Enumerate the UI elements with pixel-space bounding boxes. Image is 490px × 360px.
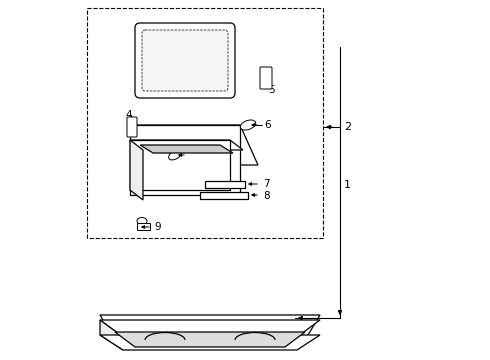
Polygon shape: [100, 320, 320, 337]
Text: 6: 6: [264, 120, 270, 130]
Text: 8: 8: [263, 191, 270, 201]
Polygon shape: [130, 140, 230, 190]
Ellipse shape: [240, 120, 256, 130]
Polygon shape: [130, 140, 243, 150]
Polygon shape: [205, 181, 245, 188]
Polygon shape: [140, 145, 233, 153]
FancyBboxPatch shape: [138, 224, 150, 230]
Text: 9: 9: [154, 222, 161, 232]
FancyBboxPatch shape: [127, 117, 137, 137]
Polygon shape: [130, 125, 240, 195]
Text: 7: 7: [263, 179, 270, 189]
Polygon shape: [100, 315, 320, 340]
FancyBboxPatch shape: [260, 67, 272, 89]
Text: 4: 4: [125, 110, 132, 120]
Ellipse shape: [169, 150, 181, 160]
Ellipse shape: [137, 217, 147, 225]
Text: 5: 5: [268, 85, 274, 95]
Text: 2: 2: [344, 122, 351, 132]
Polygon shape: [115, 332, 305, 347]
Polygon shape: [100, 335, 320, 350]
Text: 3: 3: [192, 150, 198, 160]
Text: 1: 1: [344, 180, 351, 190]
Polygon shape: [130, 140, 143, 200]
FancyBboxPatch shape: [135, 23, 235, 98]
FancyBboxPatch shape: [142, 30, 228, 91]
Polygon shape: [200, 192, 248, 199]
Polygon shape: [130, 125, 258, 165]
Polygon shape: [100, 320, 123, 350]
